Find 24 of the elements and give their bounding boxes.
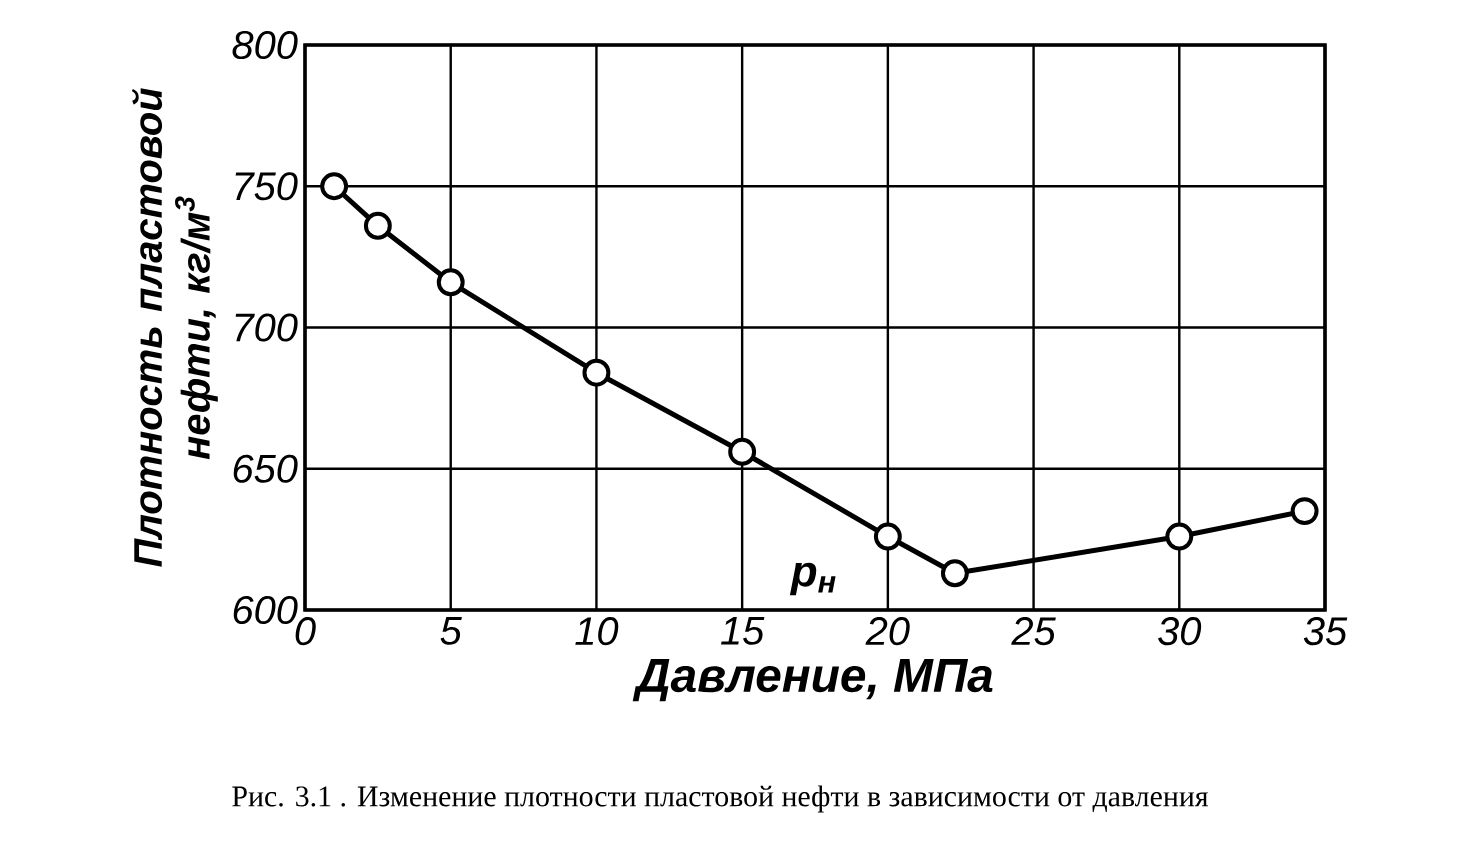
x-tick-label: 25 bbox=[1011, 617, 1056, 646]
x-axis-title: Давление, МПа bbox=[632, 658, 993, 702]
point bbox=[320, 172, 349, 201]
point bbox=[363, 211, 392, 240]
point bbox=[1290, 497, 1319, 526]
x-tick-label: 20 bbox=[865, 617, 910, 646]
point bbox=[1165, 522, 1194, 551]
x-tick-label: 10 bbox=[575, 617, 619, 646]
x-tick-label: 5 bbox=[440, 617, 462, 645]
y-tick-label: 800 bbox=[232, 30, 298, 60]
point bbox=[728, 437, 757, 466]
y-axis-title: Плотность пластовой нефти, кг/м$^{3}$ bbox=[131, 88, 218, 567]
x-tick-label: 30 bbox=[1158, 617, 1202, 646]
point bbox=[940, 559, 969, 588]
annotation: p$_{н}$ bbox=[789, 562, 836, 596]
y-tick-label: 650 bbox=[233, 454, 298, 483]
point bbox=[582, 358, 611, 387]
point bbox=[873, 522, 902, 551]
x-tick-label: 15 bbox=[721, 617, 765, 645]
y-tick-label: 700 bbox=[235, 313, 298, 342]
point bbox=[436, 268, 465, 297]
text: Рис. 3.1 . Изменение плотности пластовой нефти в зависимости от давления bbox=[232, 785, 1209, 813]
y-tick-label: 750 bbox=[235, 172, 298, 201]
x-tick-label: 35 bbox=[1303, 617, 1348, 646]
